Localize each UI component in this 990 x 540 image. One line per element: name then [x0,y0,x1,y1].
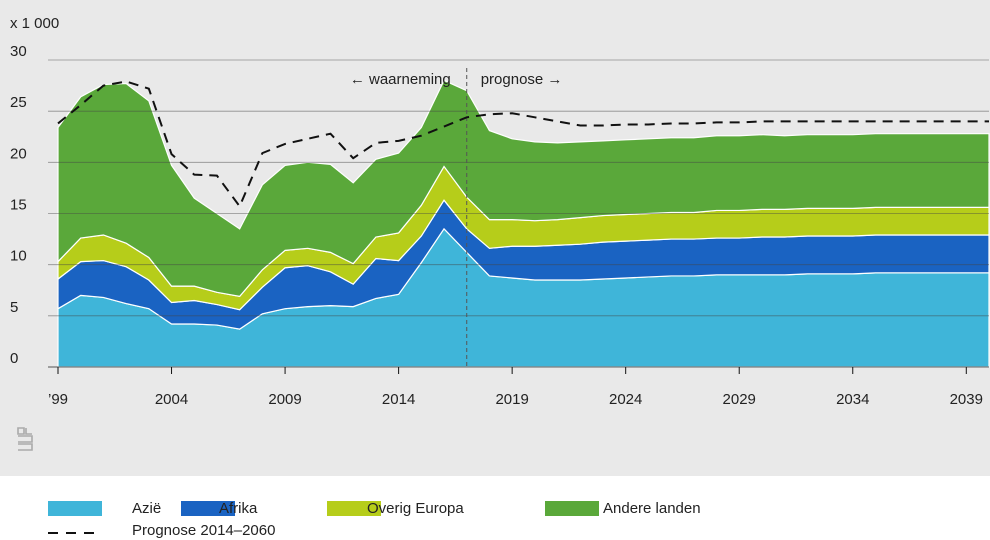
x-tick-label: 2014 [382,391,415,408]
legend-swatch [545,501,599,516]
x-tick-label: 2009 [268,391,301,408]
legend-swatch [327,501,381,516]
y-tick-label: 20 [10,145,27,162]
legend-label: Overig Europa [367,500,464,517]
x-tick-label: 2034 [836,391,869,408]
x-tick-label: 2004 [155,391,188,408]
legend-label: Afrika [219,500,258,517]
forecast-line [57,80,989,209]
x-tick-label: 2019 [495,391,528,408]
y-tick-label: 5 [10,299,18,316]
y-tick-label: 10 [10,248,27,265]
logo [17,427,33,451]
x-tick-label: 2039 [950,391,983,408]
x-tick-label: 2024 [609,391,642,408]
y-tick-label: 0 [10,350,18,367]
y-tick-label: 25 [10,94,27,111]
area [57,79,990,298]
annotation: prognose → [481,71,563,88]
y-tick-label: 30 [10,43,27,60]
legend-label: Andere landen [603,500,701,517]
y-tick-label: 15 [10,196,27,213]
x-tick-label: 2029 [723,391,756,408]
y-unit-label: x 1 000 [10,15,59,32]
legend-label: Azië [132,500,161,517]
annotation: ← waarneming [350,71,451,88]
legend-label: Prognose 2014–2060 [132,522,275,539]
legend-swatch [48,501,102,516]
x-tick-label: ’99 [48,391,68,408]
legend-swatch [181,501,235,516]
